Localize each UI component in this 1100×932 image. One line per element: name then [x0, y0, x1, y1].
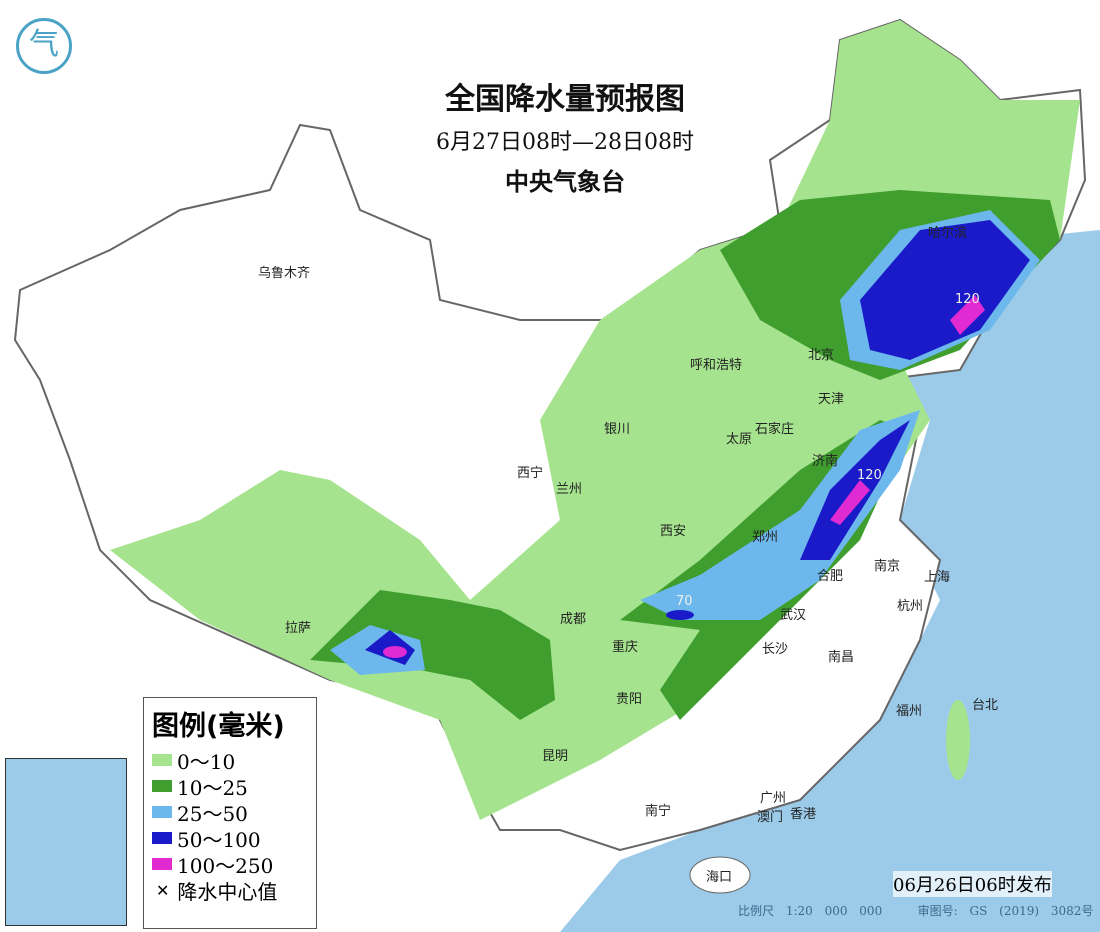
city-label: 拉萨: [285, 621, 312, 636]
city-label: 长沙: [762, 642, 789, 657]
city-label: 广州: [760, 791, 787, 806]
city-label: 济南: [812, 454, 839, 469]
city-label: 乌鲁木齐: [258, 266, 311, 281]
map-footer: 比例尺 1:20 000 000 审图号: GS (2019) 3082号: [738, 904, 1094, 918]
band-10-25-sw: [310, 590, 555, 720]
legend: 图例(毫米) 0～10 10～25 25～50 50～100 100～250 ✕…: [143, 697, 317, 929]
city-label: 兰州: [556, 482, 583, 497]
city-label: 昆明: [542, 749, 569, 764]
forecast-period: 6月27日08时—28日08时: [436, 130, 694, 155]
city-label: 南京: [874, 559, 901, 574]
city-label: 台北: [972, 698, 999, 713]
city-label: 杭州: [897, 599, 924, 614]
cross-icon: ✕: [156, 880, 170, 900]
legend-item: 10～25: [152, 773, 308, 800]
city-label: 海口: [706, 870, 733, 885]
legend-item: 50～100: [152, 825, 308, 852]
city-label: 南昌: [828, 650, 855, 665]
city-label: 天津: [818, 392, 845, 407]
city-label: 南宁: [645, 804, 672, 819]
city-label: 重庆: [612, 640, 639, 655]
city-label: 石家庄: [755, 422, 795, 437]
band-50-100-ne: [860, 220, 1030, 360]
center-value: 70: [676, 594, 693, 609]
city-label: 呼和浩特: [690, 358, 743, 373]
band-100-250-c: [830, 480, 870, 525]
agency: 中央气象台: [505, 168, 625, 196]
band-25-50-c: [640, 410, 920, 620]
legend-item: 0～10: [152, 747, 308, 774]
city-label: 上海: [924, 570, 951, 585]
city-label: 西宁: [517, 466, 544, 481]
city-label: 哈尔滨: [928, 226, 968, 241]
city-label: 香港: [790, 807, 817, 822]
city-label: 郑州: [752, 530, 779, 545]
legend-item: ✕ 降水中心值: [156, 879, 278, 904]
city-label: 贵阳: [616, 692, 643, 707]
legend-title: 图例(毫米): [152, 711, 285, 742]
center-value: 120: [857, 468, 882, 483]
city-label: 合肥: [817, 569, 844, 584]
band-100-250-ne: [950, 295, 985, 335]
city-label: 西安: [660, 524, 687, 539]
legend-item: 25～50: [152, 799, 308, 826]
band-50-100-70: [666, 610, 694, 620]
issue-time: 06月26日06时发布: [893, 871, 1052, 897]
taiwan: [946, 700, 970, 780]
city-label: 福州: [896, 704, 923, 719]
city-label: 北京: [808, 348, 835, 363]
south-china-sea-inset: [5, 758, 127, 926]
city-label: 武汉: [780, 608, 807, 623]
city-label: 成都: [560, 612, 587, 627]
cma-logo: 气: [16, 18, 72, 74]
hainan: [689, 856, 751, 894]
legend-item: 100～250: [152, 851, 308, 878]
map-title: 全国降水量预报图: [445, 82, 685, 117]
city-label: 银川: [604, 422, 631, 437]
band-100-250-sw: [383, 646, 407, 658]
center-value: 120: [955, 292, 980, 307]
city-label: 澳门: [757, 810, 784, 825]
city-label: 太原: [726, 432, 753, 447]
